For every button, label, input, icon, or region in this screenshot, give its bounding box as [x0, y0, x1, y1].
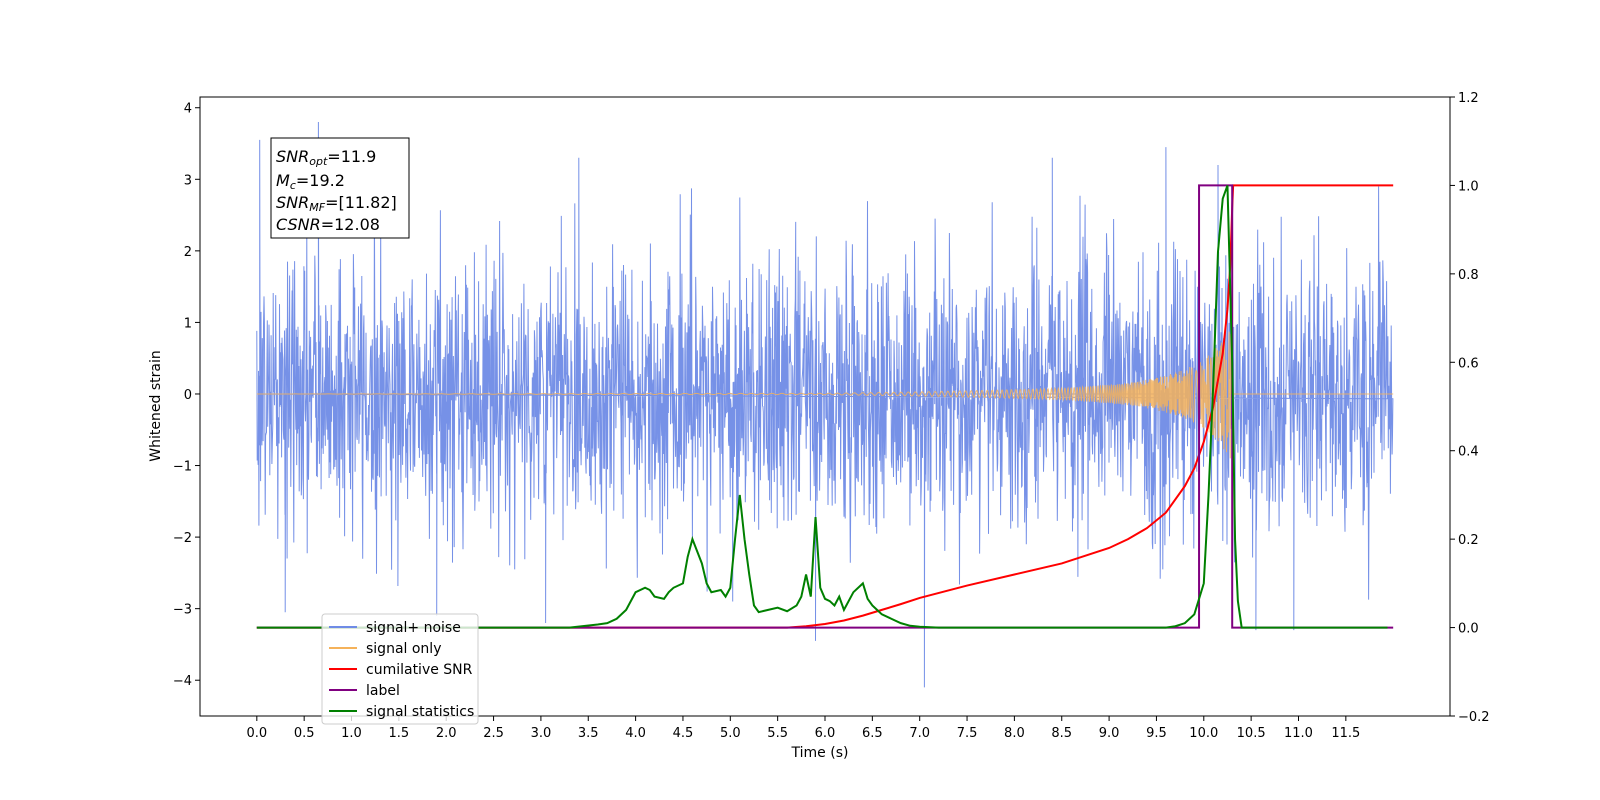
plot-area — [256, 121, 1394, 688]
y-axis-label: Whitened strain — [148, 350, 164, 461]
x-tick-label: 4.0 — [625, 726, 646, 741]
annotation-mc: Mc=19.2 — [276, 171, 345, 192]
y2-tick-label: 0.4 — [1458, 445, 1479, 460]
y-tick-label: −1 — [173, 460, 192, 475]
legend-label-cumulative-snr: cumilative SNR — [366, 662, 473, 678]
y-tick-label: 1 — [184, 316, 192, 331]
y2-tick-label: 0.8 — [1458, 268, 1479, 283]
x-axis-label: Time (s) — [791, 745, 849, 761]
legend-label-signal-only: signal only — [366, 641, 441, 657]
legend-frame — [321, 613, 479, 725]
y2-tick-label: 0.6 — [1458, 356, 1479, 371]
y-tick-label: 3 — [184, 173, 192, 188]
y2-tick-label: 0.2 — [1458, 533, 1479, 548]
x-tick-label: 10.5 — [1237, 726, 1266, 741]
legend-label-signal-noise: signal+ noise — [366, 620, 461, 636]
y2-tick-label: 1.2 — [1458, 91, 1479, 106]
x-tick-label: 6.0 — [815, 726, 836, 741]
y-axis-left: 4 3 2 1 0 −1 −2 −3 −4 — [173, 102, 200, 689]
x-tick-label: 5.5 — [767, 726, 788, 741]
y2-tick-label: 1.0 — [1458, 179, 1479, 194]
y2-tick-label: −0.2 — [1458, 710, 1490, 725]
y-tick-label: −4 — [173, 674, 192, 689]
series-signal-statistics — [256, 185, 1388, 629]
y-tick-label: 4 — [184, 102, 192, 117]
y-tick-label: −3 — [173, 603, 192, 618]
x-tick-label: 11.5 — [1331, 726, 1360, 741]
x-tick-label: 9.0 — [1099, 726, 1120, 741]
x-tick-label: 8.0 — [1004, 726, 1025, 741]
x-tick-label: 2.5 — [483, 726, 504, 741]
series-cumulative-snr — [256, 184, 1394, 629]
x-tick-label: 6.5 — [862, 726, 883, 741]
x-axis: 0.0 0.5 1.0 1.5 2.0 2.5 3.0 3.5 4.0 4.5 5.0 5.5 6.0 6… — [246, 716, 1360, 741]
y-axis-right: 1.2 1.0 0.8 0.6 0.4 0.2 0.0 −0.2 — [1450, 91, 1490, 725]
x-tick-label: 10.0 — [1189, 726, 1218, 741]
x-tick-label: 5.0 — [720, 726, 741, 741]
x-tick-label: 0.0 — [246, 726, 267, 741]
x-tick-label: 3.0 — [531, 726, 552, 741]
legend-label-label: label — [366, 683, 400, 699]
series-signal-only — [256, 331, 1394, 459]
x-tick-label: 7.0 — [909, 726, 930, 741]
series-signal-noise — [256, 121, 1394, 688]
x-tick-label: 1.5 — [389, 726, 410, 741]
x-tick-label: 3.5 — [578, 726, 599, 741]
annotation-snr-mf: SNRMF=[11.82] — [276, 193, 397, 214]
legend: signal+ noise signal only cumilative SNR… — [321, 613, 479, 725]
y2-tick-label: 0.0 — [1458, 622, 1479, 637]
y-tick-label: −2 — [173, 531, 192, 546]
annotation-box: SNRopt=11.9 Mc=19.2 SNRMF=[11.82] CSNR=1… — [270, 137, 410, 239]
x-tick-label: 4.5 — [673, 726, 694, 741]
x-tick-label: 11.0 — [1284, 726, 1313, 741]
legend-label-signal-statistics: signal statistics — [366, 704, 474, 720]
annotation-csnr: CSNR=12.08 — [276, 215, 380, 234]
annotation-snr-opt: SNRopt=11.9 — [276, 147, 376, 168]
x-tick-label: 1.0 — [341, 726, 362, 741]
y-tick-label: 0 — [184, 388, 192, 403]
y-tick-label: 2 — [184, 245, 192, 260]
x-tick-label: 7.5 — [957, 726, 978, 741]
x-tick-label: 0.5 — [294, 726, 315, 741]
x-tick-label: 8.5 — [1051, 726, 1072, 741]
annotation-frame — [270, 137, 410, 239]
x-tick-label: 2.0 — [436, 726, 457, 741]
x-tick-label: 9.5 — [1146, 726, 1167, 741]
